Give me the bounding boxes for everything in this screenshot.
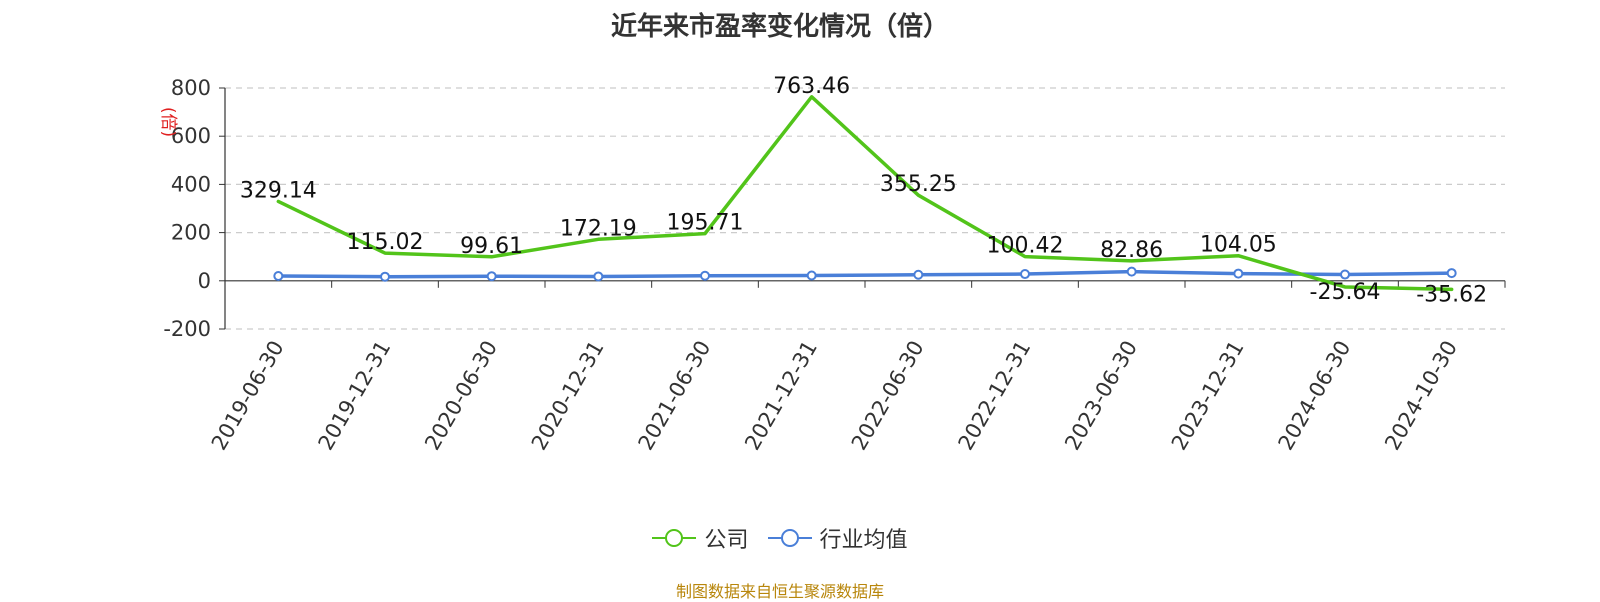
company-data-label: 763.46 xyxy=(773,74,850,99)
x-tick-label: 2021-06-30 xyxy=(634,337,716,455)
y-tick-label: 400 xyxy=(171,172,211,196)
x-tick-label: 2023-12-31 xyxy=(1167,337,1249,455)
data-source-note: 制图数据来自恒生聚源数据库 xyxy=(675,582,884,601)
company-data-label: 104.05 xyxy=(1200,233,1277,258)
y-tick-label: 0 xyxy=(198,269,211,293)
company-data-label: 100.42 xyxy=(987,234,1064,259)
industry-average-point xyxy=(1020,269,1030,280)
industry-average-point xyxy=(1446,268,1457,279)
chart-title: 近年来市盈率变化情况（倍） xyxy=(610,12,949,42)
company-data-label: 115.02 xyxy=(347,230,424,255)
chart-legend: 公司 行业均值 xyxy=(0,522,1560,554)
legend-industry-marker-icon xyxy=(767,529,812,547)
company-data-label: -35.62 xyxy=(1416,282,1487,307)
x-tick-label: 2021-12-31 xyxy=(740,337,822,455)
y-tick-label: 200 xyxy=(171,221,211,245)
y-tick-label: 600 xyxy=(171,124,211,148)
industry-average-point xyxy=(913,269,924,280)
industry-average-point xyxy=(700,270,710,281)
y-tick-label: -200 xyxy=(163,317,211,341)
x-tick-label: 2022-06-30 xyxy=(847,336,929,454)
x-tick-label: 2024-06-30 xyxy=(1274,337,1356,455)
industry-average-point xyxy=(806,270,817,281)
x-tick-label: 2020-12-31 xyxy=(527,337,609,455)
x-tick-label: 2019-12-31 xyxy=(314,337,396,455)
industry-average-line xyxy=(276,269,1454,279)
industry-average-point xyxy=(1233,268,1244,279)
y-tick-label: 800 xyxy=(171,76,211,100)
legend-label-company: 公司 xyxy=(704,528,749,553)
industry-average-point xyxy=(380,271,390,282)
legend-company-marker-icon xyxy=(652,529,697,547)
x-tick-label: 2020-06-30 xyxy=(420,336,502,454)
x-tick-label: 2019-06-30 xyxy=(207,337,289,455)
company-data-label: 99.61 xyxy=(460,234,523,259)
company-data-label: 355.25 xyxy=(880,172,957,197)
x-tick-label: 2024-10-30 xyxy=(1380,337,1462,455)
x-tick-label: 2022-12-31 xyxy=(954,337,1036,455)
company-data-label: 172.19 xyxy=(560,216,637,241)
industry-average-point xyxy=(273,270,284,281)
company-data-label: 195.71 xyxy=(667,211,744,236)
industry-average-point xyxy=(1340,269,1350,280)
company-data-label: 329.14 xyxy=(240,178,317,203)
company-data-label: -25.64 xyxy=(1310,280,1381,305)
company-data-label: 82.86 xyxy=(1100,238,1163,263)
industry-average-point xyxy=(593,271,604,282)
y-axis-label: (倍) xyxy=(158,107,178,137)
legend-item-company[interactable]: 公司 xyxy=(652,522,749,554)
x-tick-label: 2023-06-30 xyxy=(1060,337,1142,455)
company-line xyxy=(276,95,1454,292)
legend-item-industry-average[interactable]: 行业均值 xyxy=(767,522,908,554)
industry-average-point xyxy=(486,271,497,282)
legend-label-industry-average: 行业均值 xyxy=(819,528,908,553)
industry-average-point xyxy=(1126,266,1137,277)
